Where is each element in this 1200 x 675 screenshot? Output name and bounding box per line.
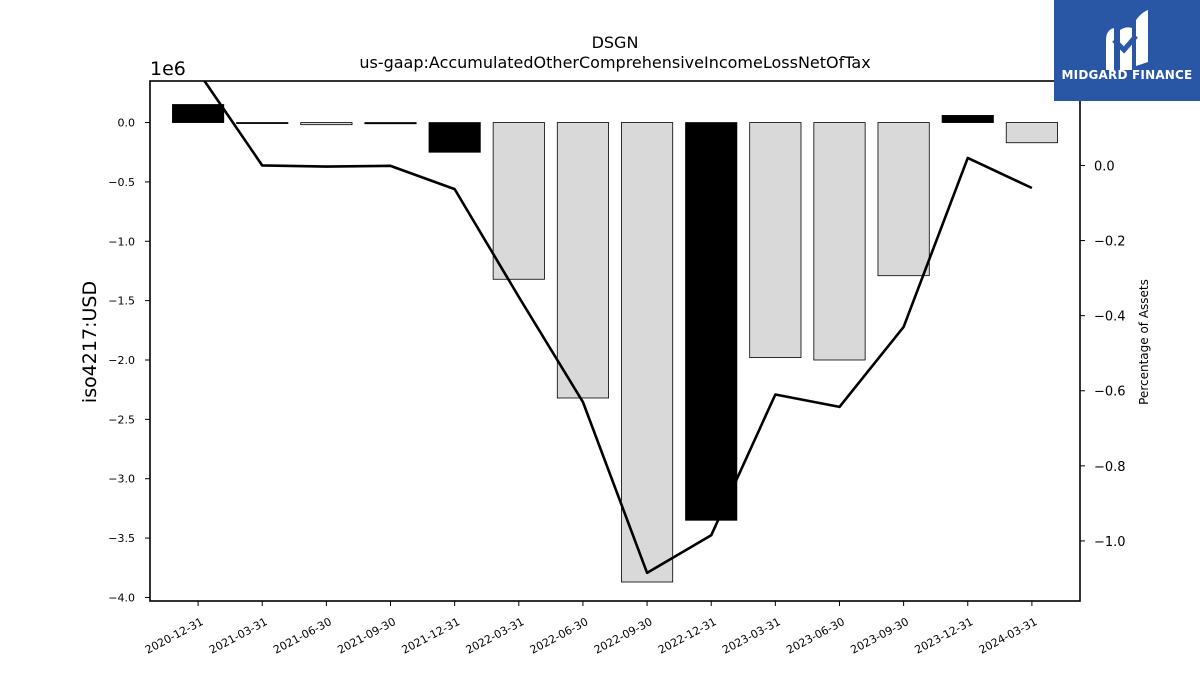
bar [300,122,353,126]
bar [749,122,802,359]
x-tick-label: 2021-06-30 [271,615,334,656]
line-series-percentage-of-assets [202,81,1033,575]
bar [236,122,289,124]
bar [492,122,545,280]
bars-layer [172,104,1058,583]
bar [556,122,609,399]
y2-tick-label: −0.2 [1094,235,1126,250]
y-tick-label: −0.5 [108,176,135,189]
x-tick-label: 2021-12-31 [400,615,463,656]
x-tick-label: 2021-09-30 [335,615,398,656]
x-tick-label: 2023-09-30 [848,615,911,656]
line-layer [202,81,1033,575]
y-tick-label: −4.0 [108,591,135,604]
x-tick-label: 2023-03-31 [720,615,783,656]
x-tick-label: 2023-12-31 [913,615,976,656]
y-tick-label: −2.0 [108,354,135,367]
bar [1005,122,1058,144]
bar [172,104,225,123]
axes-layer: 0.0 −0.5 −1.0 −1.5 −2.0 −2.5 −3.0 −3.5 −4.0 0.0 −0… [108,80,1126,657]
bar [877,122,930,277]
y-tick-label: −3.0 [108,473,135,486]
x-tick-label: 2024-03-31 [977,615,1040,656]
x-tick-label: 2021-03-31 [207,615,270,656]
y-tick-label: −1.0 [108,235,135,248]
x-tick-label: 2020-12-31 [143,615,206,656]
y2-tick-label: −0.4 [1094,310,1126,325]
x-tick-label: 2022-06-30 [528,615,591,656]
y2-tick-label: −1.0 [1094,535,1126,550]
y-axis-offset-label: 1e6 [150,58,186,80]
x-tick-label: 2022-03-31 [464,615,527,656]
bar [685,122,738,521]
y2-tick-label: −0.8 [1094,460,1126,475]
y-tick-label: −2.5 [108,413,135,426]
y-axis-label: iso4217:USD [79,281,101,403]
y-tick-label: −1.5 [108,295,135,308]
brand-logo-icon [1106,10,1148,70]
x-tick-label: 2022-09-30 [592,615,655,656]
y2-tick-label: −0.6 [1094,385,1126,400]
y-tick-label: 0.0 [118,117,136,130]
chart-title: DSGN [592,33,639,52]
y2-tick-label: 0.0 [1094,159,1115,174]
y-tick-label: −3.5 [108,532,135,545]
bar [813,122,866,361]
brand-logo-text: MIDGARD FINANCE [1061,68,1193,82]
bar [941,115,994,123]
bar [428,122,481,153]
bar [364,122,417,125]
x-tick-label: 2022-12-31 [656,615,719,656]
brand-logo: MIDGARD FINANCE [1054,0,1200,101]
plot-frame [149,80,1081,602]
y2-axis-label: Percentage of Assets [1137,279,1151,405]
x-tick-label: 2023-06-30 [784,615,847,656]
chart-subtitle: us-gaap:AccumulatedOtherComprehensiveInc… [359,53,870,72]
bar [621,122,674,583]
